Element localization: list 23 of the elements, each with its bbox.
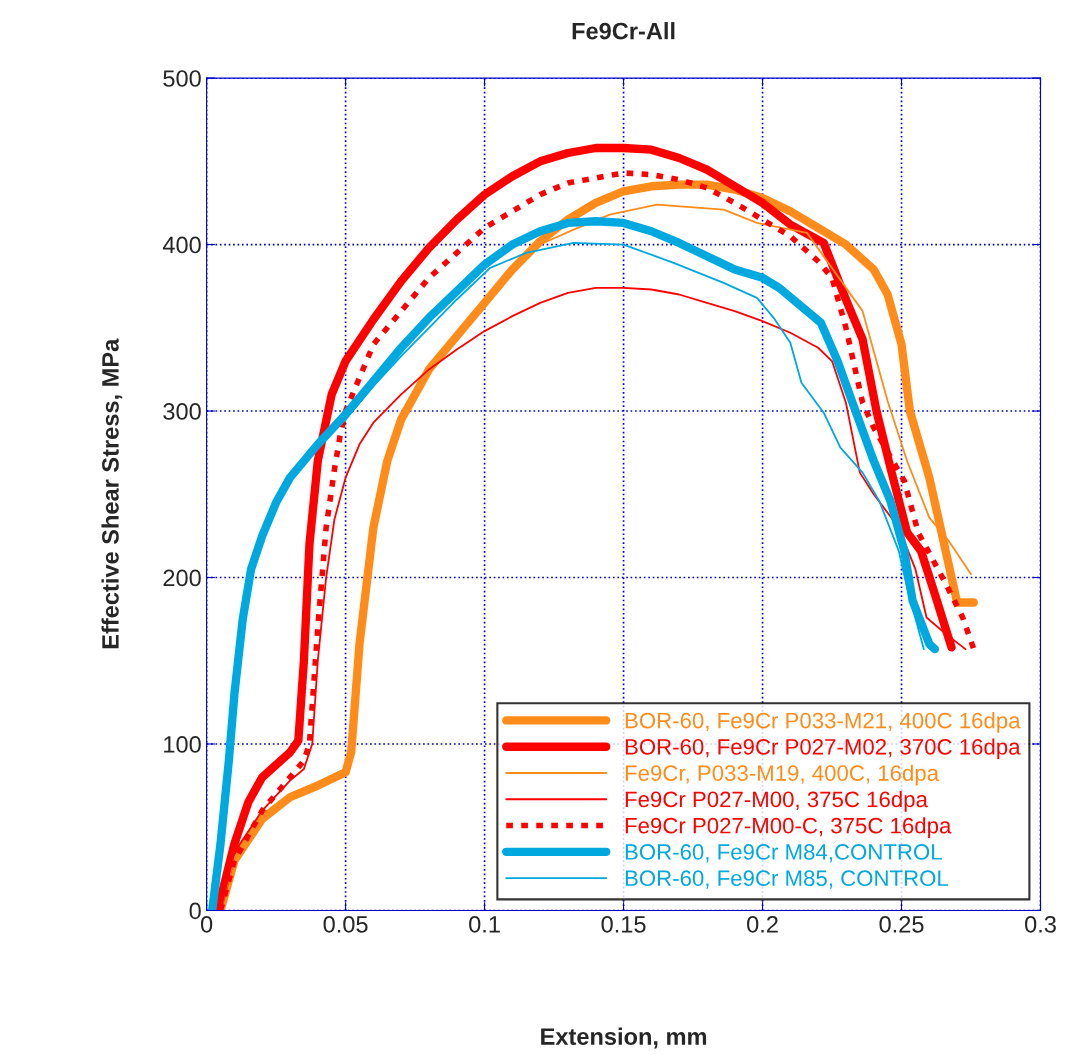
legend-label: BOR-60, Fe9Cr P027-M02, 370C 16dpa [625, 738, 1021, 760]
x-tick-label: 0.25 [879, 915, 924, 933]
y-tick-label: 400 [162, 236, 201, 254]
legend-label: BOR-60, Fe9Cr M85, CONTROL [625, 870, 949, 889]
x-axis-title: Extension, mm [541, 1027, 707, 1049]
legend-label: Fe9Cr P027-M00-C, 375C 16dpa [625, 817, 952, 838]
x-tick-label: 0.05 [323, 915, 368, 933]
legend-label: Fe9Cr, P033-M19, 400C, 16dpa [625, 764, 940, 786]
x-tick-label: 0.2 [747, 915, 778, 933]
y-tick-label: 0 [189, 902, 201, 920]
y-tick-label: 500 [163, 70, 201, 87]
y-tick-label: 200 [163, 569, 201, 587]
legend-label: BOR-60, Fe9Cr P033-M21, 400C 16dpa [625, 712, 1021, 733]
x-tick-label: 0.1 [469, 915, 500, 933]
x-tick-label: 0 [200, 915, 213, 933]
y-axis-title: Effective Shear Stress, MPa [101, 338, 123, 649]
legend-label: BOR-60, Fe9Cr M84,CONTROL [625, 844, 942, 863]
chart-title: Fe9Cr-All [572, 22, 675, 40]
x-tick-label: 0.15 [601, 915, 646, 933]
y-tick-label: 300 [163, 403, 201, 420]
legend-label: Fe9Cr P027-M00, 375C 16dpa [625, 790, 928, 812]
y-tick-label: 100 [164, 736, 201, 753]
x-tick-label: 0.3 [1025, 915, 1056, 933]
